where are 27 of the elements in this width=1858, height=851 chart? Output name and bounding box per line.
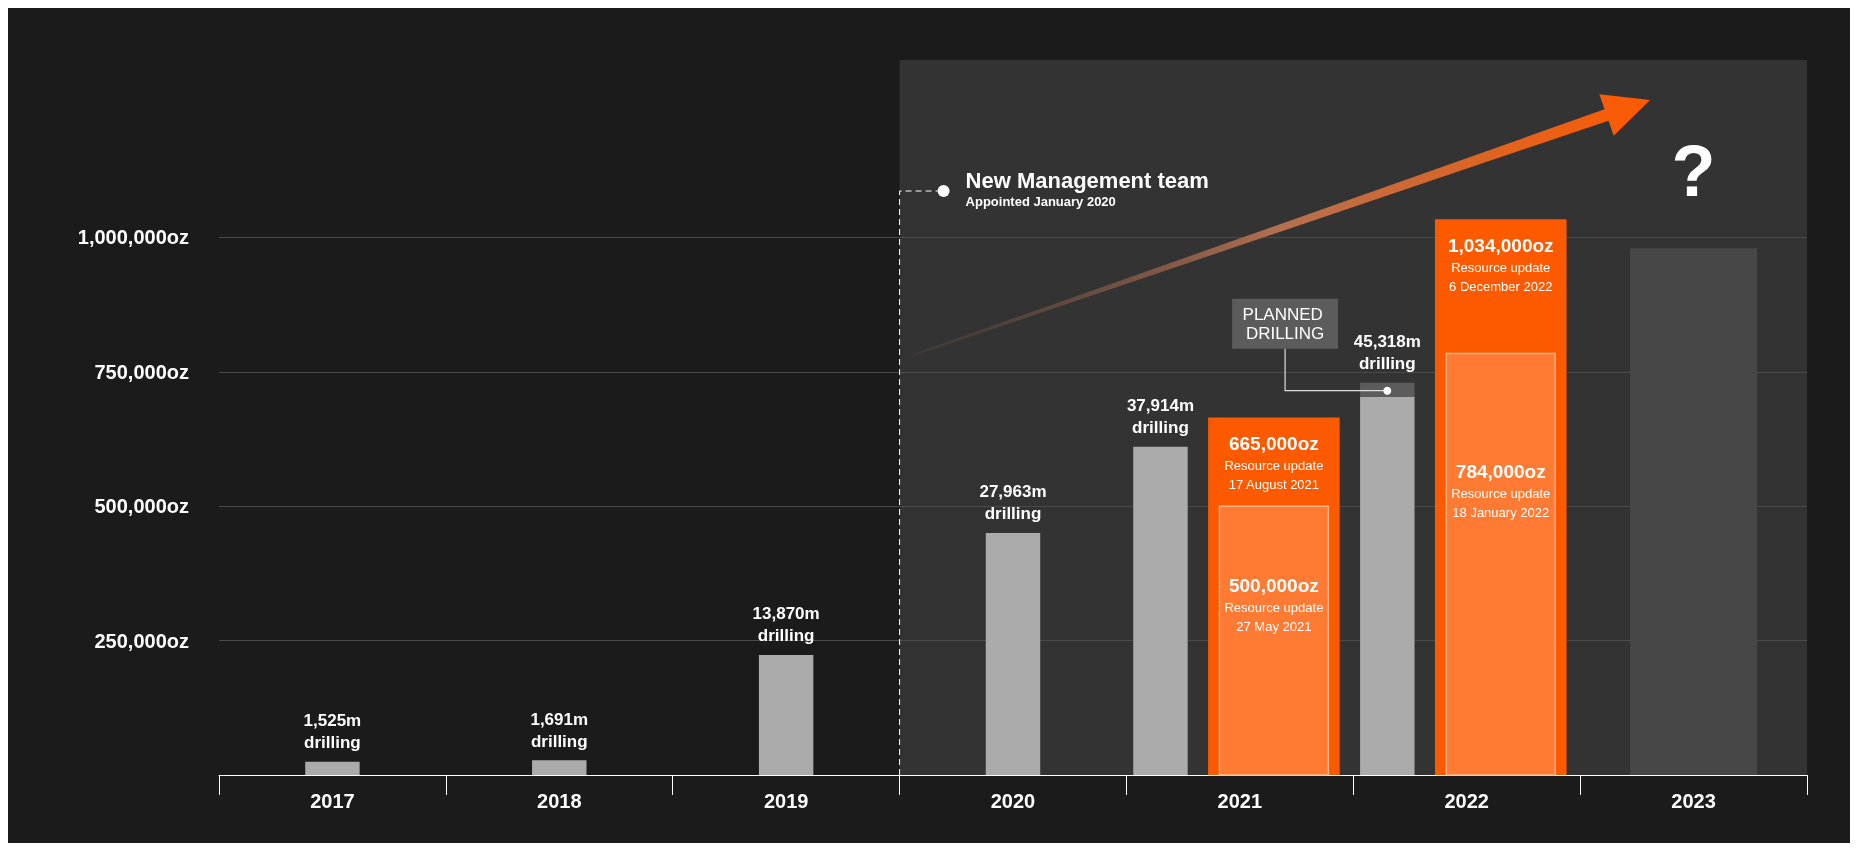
data-label: 784,000oz Resource update 18 January 2022 (1451, 460, 1551, 520)
data-label: 1,525m drilling (303, 711, 362, 753)
x-tick-label: 2022 (1444, 790, 1489, 812)
data-label: 37,914m drilling (1126, 396, 1195, 438)
x-tick-label: 2019 (763, 790, 809, 812)
annotation: PLANNED DRILLING (1242, 304, 1328, 343)
bar (1445, 352, 1556, 776)
x-tick-label: 2017 (310, 790, 355, 812)
y-tick-label: 750,000oz (94, 360, 189, 383)
data-label: 1,034,000oz Resource update 6 December 2022 (1447, 234, 1554, 294)
annotation: Appointed January 2020 (965, 194, 1116, 209)
data-label: ? (1671, 131, 1716, 212)
data-label: 500,000oz Resource update 27 May 2021 (1224, 575, 1324, 635)
data-label: 27,963m drilling (979, 482, 1047, 524)
y-tick-label: 1,000,000oz (77, 226, 189, 249)
x-tick-label: 2023 (1671, 790, 1716, 812)
x-tick-label: 2020 (990, 790, 1036, 812)
data-label: 45,318m drilling (1353, 332, 1421, 374)
bar (1218, 505, 1330, 776)
ref-line-label: New Management team (965, 167, 1209, 193)
y-tick-label: 500,000oz (94, 495, 189, 518)
data-label: 665,000oz Resource update 17 August 2021 (1224, 433, 1324, 493)
x-tick-label: 2021 (1217, 790, 1263, 812)
x-tick-label: 2018 (537, 790, 582, 812)
y-tick-label: 250,000oz (94, 629, 189, 652)
data-label: 1,691m drilling (530, 709, 589, 751)
data-label: 13,870m drilling (752, 604, 820, 646)
